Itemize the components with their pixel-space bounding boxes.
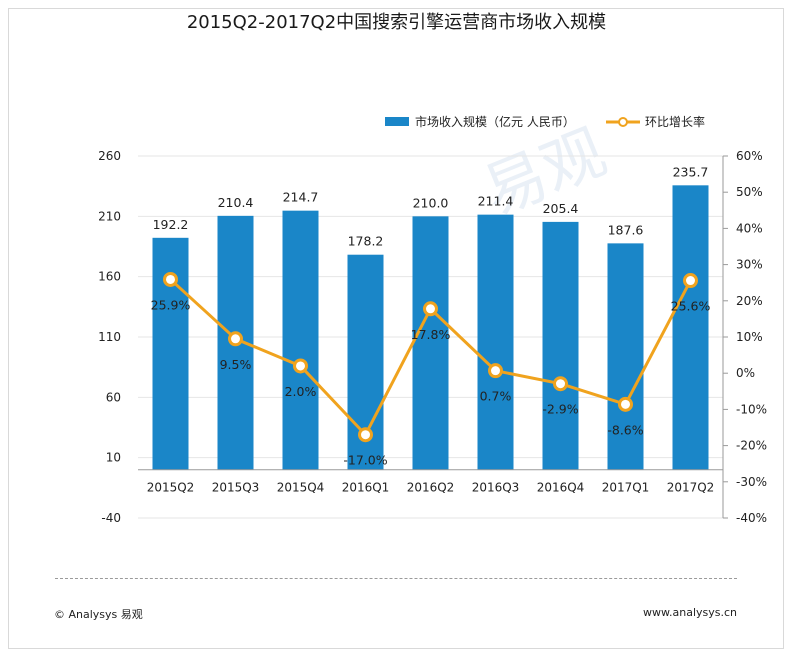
growth-point: [358, 427, 373, 443]
growth-value-label: 25.9%: [151, 297, 191, 312]
y-left-tick-label: 260: [98, 149, 121, 163]
growth-value-label: 0.7%: [480, 389, 512, 404]
bar-value-label: 205.4: [543, 201, 579, 216]
growth-value-label: 25.6%: [671, 299, 711, 314]
chart-frame: [8, 8, 784, 649]
bar: [282, 210, 319, 470]
y-right-tick-label: -10%: [736, 402, 767, 416]
bar-value-label: 187.6: [608, 222, 644, 237]
x-tick-label: 2016Q1: [342, 481, 390, 495]
footer-divider: [55, 578, 737, 579]
chart-title: 2015Q2-2017Q2中国搜索引擎运营商市场收入规模: [186, 12, 607, 33]
bar: [607, 243, 644, 470]
y-left-tick-label: 60: [106, 390, 121, 404]
growth-point: [293, 358, 308, 374]
x-tick-label: 2017Q2: [667, 481, 715, 495]
growth-point: [488, 363, 503, 379]
y-right-tick-label: -40%: [736, 511, 767, 525]
y-right-tick-label: 0%: [736, 366, 755, 380]
x-tick-label: 2016Q3: [472, 481, 520, 495]
y-left-tick-label: 160: [98, 270, 121, 284]
y-right-tick-label: -20%: [736, 439, 767, 453]
bar: [412, 216, 449, 470]
y-right-tick-label: 50%: [736, 185, 763, 199]
x-tick-label: 2016Q4: [537, 481, 585, 495]
x-tick-label: 2017Q1: [602, 481, 650, 495]
growth-value-label: -2.9%: [542, 402, 578, 417]
y-left-tick-label: -40: [101, 511, 121, 525]
growth-value-label: 9.5%: [220, 357, 252, 372]
y-right-tick-label: 40%: [736, 221, 763, 235]
bar-value-label: 235.7: [673, 164, 709, 179]
bar-value-label: 211.4: [478, 194, 514, 209]
growth-value-label: 17.8%: [411, 327, 451, 342]
growth-point: [163, 271, 178, 287]
growth-value-label: 2.0%: [285, 384, 317, 399]
y-right-tick-label: -30%: [736, 475, 767, 489]
footer-website[interactable]: www.analysys.cn: [643, 606, 737, 619]
bar: [542, 221, 579, 470]
x-tick-label: 2015Q3: [212, 481, 260, 495]
growth-point: [683, 273, 698, 289]
bar-value-label: 210.0: [413, 195, 449, 210]
x-tick-label: 2016Q2: [407, 481, 455, 495]
x-tick-label: 2015Q4: [277, 481, 325, 495]
bar-value-label: 210.4: [218, 195, 254, 210]
growth-value-label: -17.0%: [343, 453, 387, 468]
growth-point: [423, 301, 438, 317]
bar-value-label: 192.2: [153, 217, 189, 232]
bar-value-label: 178.2: [348, 234, 384, 249]
bar: [672, 185, 709, 470]
legend-bar-swatch: [385, 117, 409, 126]
y-left-tick-label: 110: [98, 330, 121, 344]
y-right-tick-label: 10%: [736, 330, 763, 344]
footer-copyright: © Analysys 易观: [54, 608, 143, 621]
bar: [477, 214, 514, 470]
legend-line-label: 环比增长率: [645, 114, 705, 129]
growth-point: [228, 331, 243, 347]
bar-value-label: 214.7: [283, 190, 319, 205]
growth-point: [553, 376, 568, 392]
y-left-tick-label: 10: [106, 451, 121, 465]
y-right-tick-label: 20%: [736, 294, 763, 308]
legend-line-marker: [618, 117, 628, 127]
y-right-tick-label: 30%: [736, 258, 763, 272]
y-left-tick-label: 210: [98, 209, 121, 223]
x-tick-label: 2015Q2: [147, 481, 195, 495]
legend-bar-label: 市场收入规模（亿元 人民币）: [415, 114, 575, 129]
y-right-tick-label: 60%: [736, 149, 763, 163]
growth-point: [618, 396, 633, 412]
growth-value-label: -8.6%: [607, 422, 643, 437]
